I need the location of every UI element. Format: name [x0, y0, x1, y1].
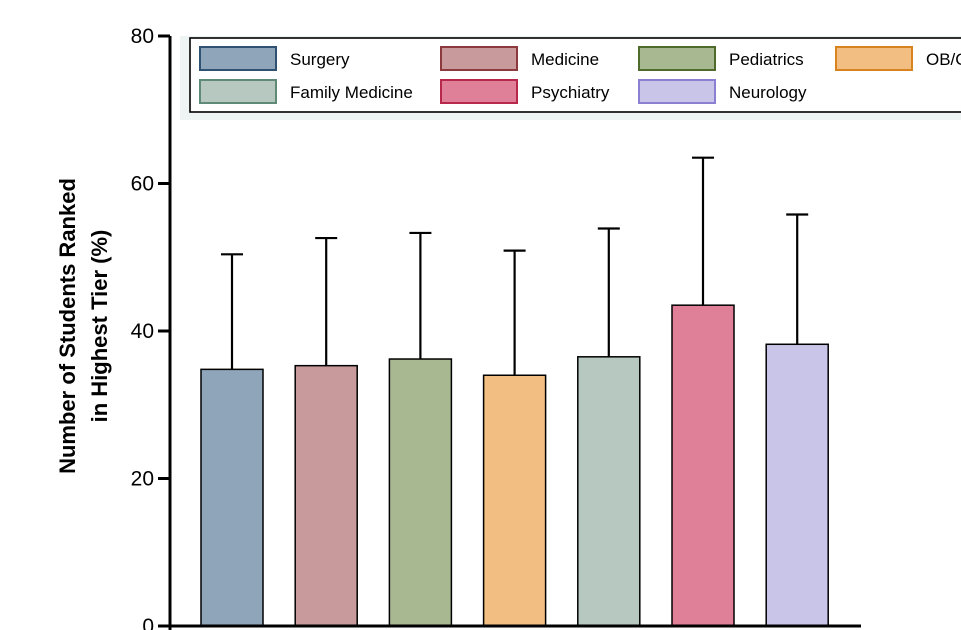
bar-neurology: [765, 343, 829, 627]
bar-pediatrics: [388, 358, 453, 627]
bar-medicine: [294, 364, 358, 627]
bar-psychiatry: [671, 304, 735, 627]
axes-group: 0 20 40 60 80: [131, 25, 861, 630]
legend-label-pediatrics: Pediatrics: [729, 50, 804, 69]
bar-ob-gyn: [482, 374, 547, 627]
legend-swatch-neurology: [638, 79, 716, 104]
legend-swatch-pediatrics: [638, 46, 716, 71]
y-tick-label-80: 80: [131, 25, 154, 48]
legend-swatch-surgery: [199, 46, 277, 71]
bars-group: [200, 304, 829, 627]
bar-family-medicine: [577, 356, 641, 627]
legend-label-psychiatry: Psychiatry: [531, 83, 610, 102]
y-tick-label-40: 40: [131, 320, 154, 343]
y-tick-label-20: 20: [131, 468, 154, 491]
bar-surgery: [200, 368, 264, 627]
legend-label-neurology: Neurology: [729, 83, 807, 102]
legend-frame: [189, 37, 961, 113]
legend-swatch-ob-gyn: [835, 46, 913, 71]
y-tick-label-0: 0: [142, 615, 154, 630]
legend: Surgery Medicine Pediatrics OB/G Family Medi…: [180, 36, 961, 120]
legend-label-medicine: Medicine: [531, 50, 599, 69]
y-tick-label-60: 60: [131, 173, 154, 196]
y-axis-title-line-1: Number of Students Ranked: [55, 178, 80, 474]
legend-label-ob-gyn: OB/G: [926, 50, 961, 69]
legend-swatch-family-medicine: [199, 79, 277, 104]
legend-swatch-psychiatry: [440, 79, 518, 104]
legend-label-family-medicine: Family Medicine: [290, 83, 413, 102]
error-bars-group: [221, 156, 809, 376]
y-axis-title-line-2: in Highest Tier (%): [87, 230, 112, 423]
legend-label-surgery: Surgery: [290, 50, 350, 69]
legend-swatch-medicine: [440, 46, 518, 71]
